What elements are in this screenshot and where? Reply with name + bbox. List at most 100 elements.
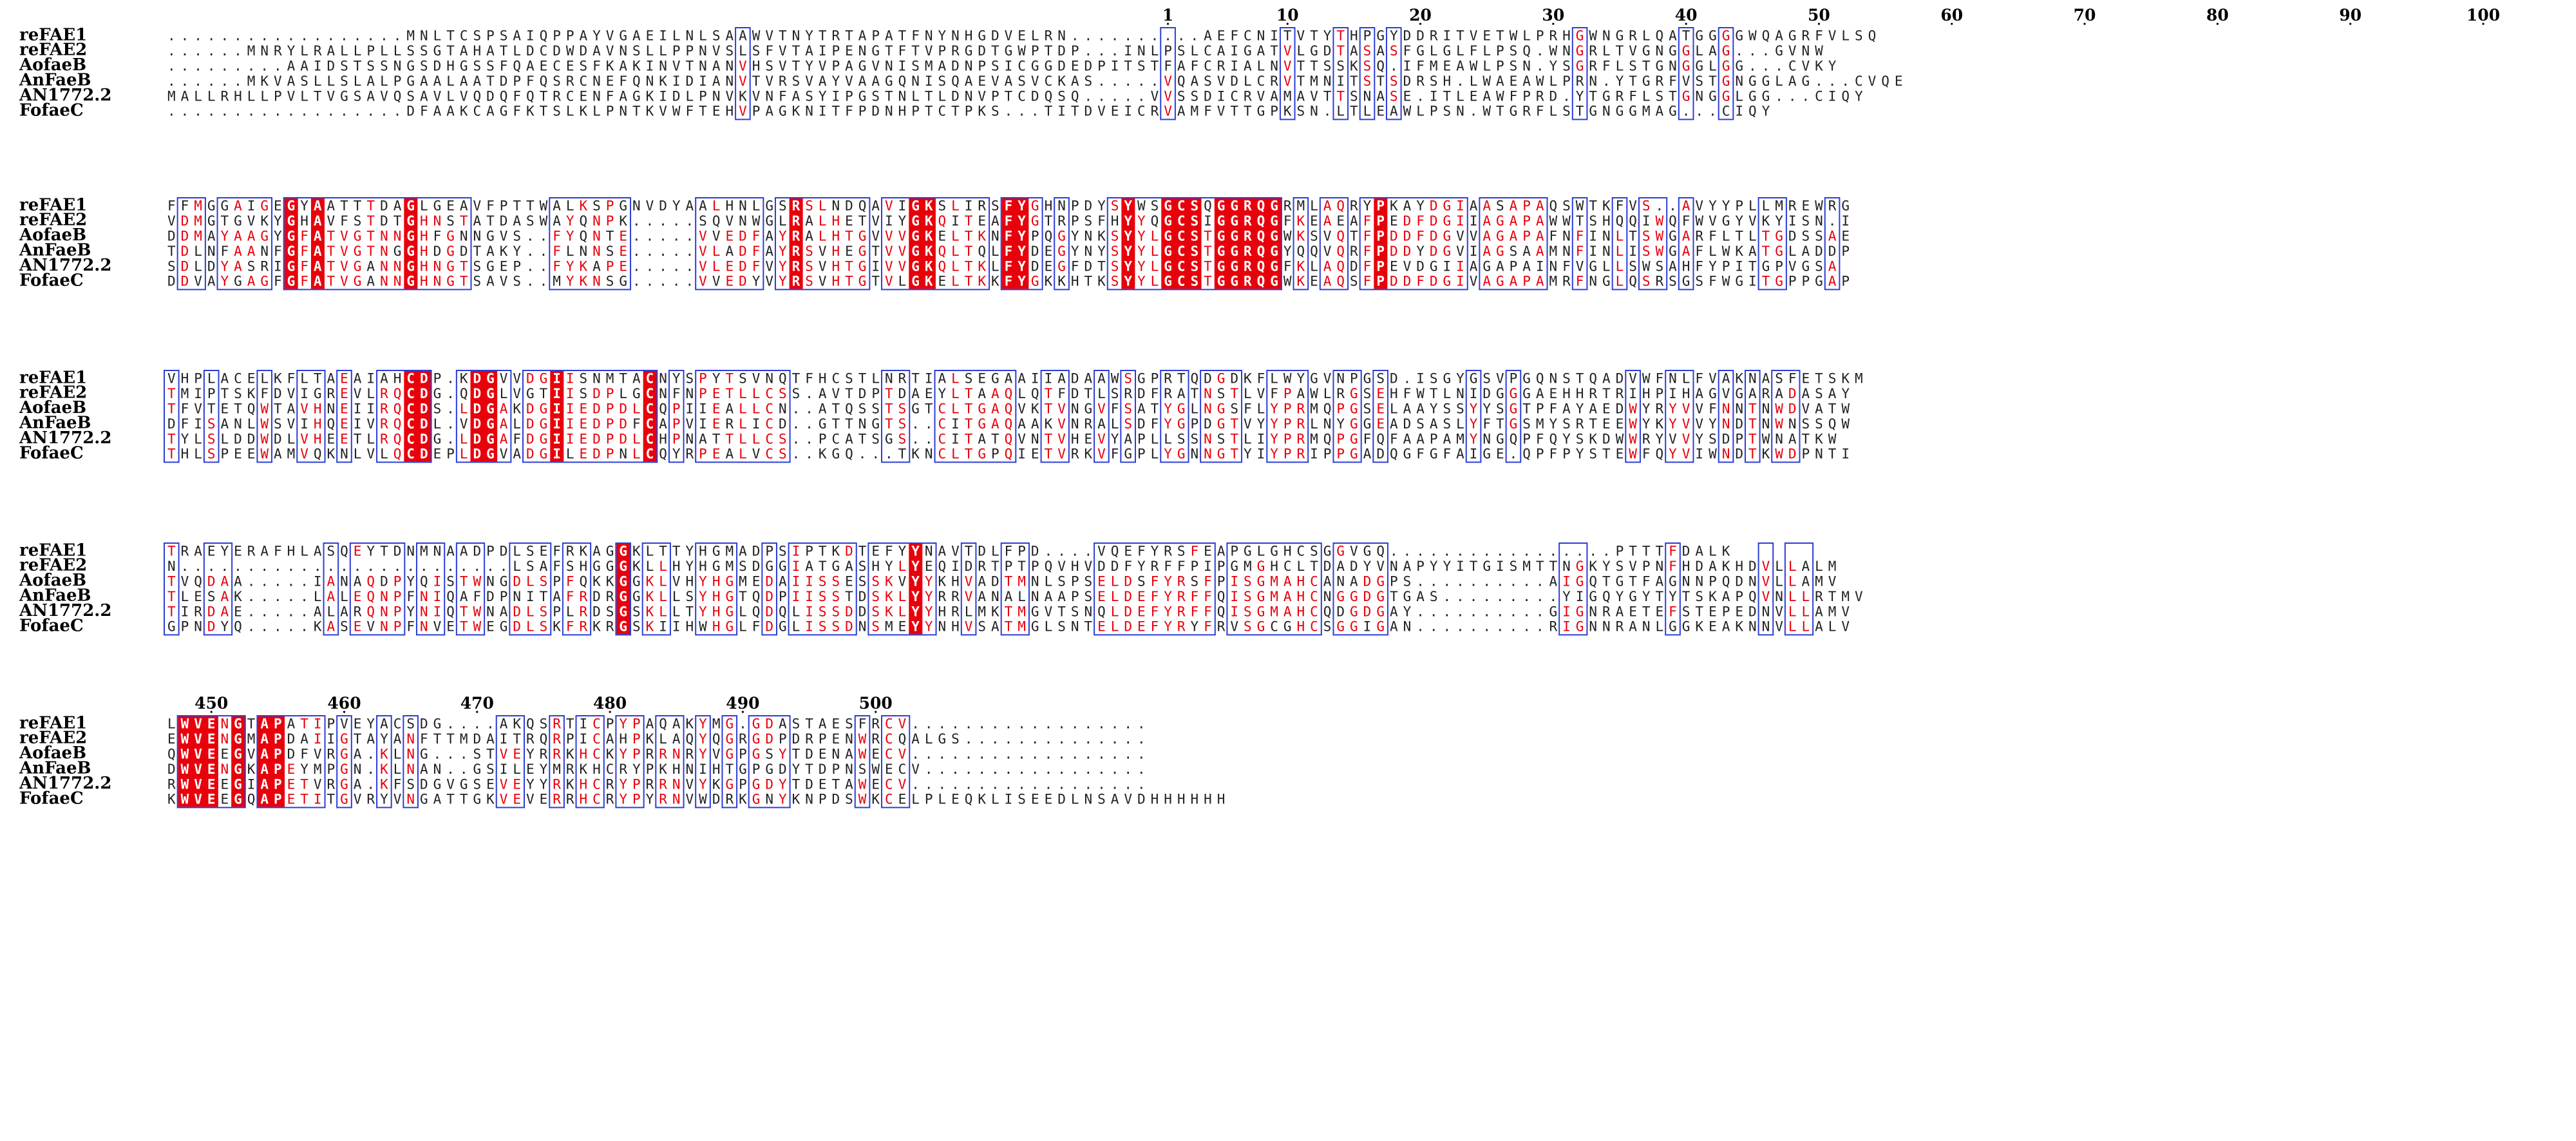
residue-char: G [1217,258,1226,274]
residue-char: I [566,401,574,417]
residue-char: N [686,386,694,401]
residue-char: P [819,731,827,747]
residue-char: I [194,416,202,432]
residue-char: F [1204,104,1212,119]
residue-char: G [406,229,415,244]
residue-char: Y [1164,604,1172,619]
residue-char: L [1111,574,1119,590]
residue-char: F [1602,59,1611,74]
residue-char: T [1084,386,1092,401]
residue-char: A [991,416,999,432]
residue-char: C [1722,104,1730,119]
residue-char: G [1350,416,1358,432]
residue-char: D [500,73,508,89]
residue-char: S [792,386,800,401]
residue-char: Q [1616,213,1624,229]
residue-char: R [951,604,960,619]
residue-char: L [951,198,960,214]
ruler-tick-dot [1817,23,1821,25]
residue-char: Y [898,544,907,559]
residue-char: A [1562,401,1571,417]
residue-char: P [513,258,521,274]
residue-char: A [327,371,336,387]
residue-char: S [1589,213,1597,229]
residue-char: D [526,43,535,59]
residue-char: T [354,198,362,214]
residue-char: D [380,574,388,590]
residue-char: S [380,59,388,74]
residue-char: L [991,258,999,274]
residue-char: S [1629,59,1637,74]
residue-char: A [646,716,654,732]
residue-char: G [486,446,495,462]
residue-char: K [1390,198,1398,214]
identity-column-highlight [1214,198,1228,289]
residue-char: . [978,731,986,747]
residue-char: N [486,574,495,590]
residue-char: E [1841,229,1850,244]
residue-char: K [792,792,800,807]
residue-char: R [686,747,694,762]
residue-char: S [1190,274,1198,289]
residue-char: C [1310,619,1318,635]
residue-char: L [659,559,667,574]
residue-char: H [234,88,242,104]
residue-char: I [1031,371,1039,387]
residue-char: P [274,731,282,747]
conservation-box [1625,370,1641,463]
conservation-box [1479,197,1548,291]
residue-char: . [805,386,813,401]
residue-char: T [327,258,336,274]
residue-char: . [393,559,402,574]
residue-char: P [274,792,282,807]
residue-char: A [1482,229,1491,244]
residue-char: W [752,213,761,229]
residue-char: G [1510,104,1518,119]
conservation-box [256,715,326,809]
residue-char: G [234,274,242,289]
residue-char: . [446,431,455,446]
residue-char: . [1510,574,1518,590]
residue-char: A [1762,371,1770,387]
residue-char: G [207,213,216,229]
residue-char: E [566,59,574,74]
residue-char: I [805,619,813,635]
residue-char: P [1336,431,1345,446]
residue-char: Q [1629,274,1637,289]
residue-char: A [380,716,388,732]
residue-char: N [194,619,202,635]
residue-char: T [486,213,495,229]
residue-char: G [1709,28,1717,44]
residue-char: S [1403,574,1412,590]
residue-char: L [566,104,574,119]
residue-char: G [234,792,242,807]
residue-char: S [1190,244,1198,259]
residue-char: L [632,431,641,446]
residue-char: K [580,258,588,274]
residue-char: S [965,371,973,387]
residue-char: . [221,43,229,59]
residue-char: K [247,386,256,401]
residue-char: C [1204,59,1212,74]
residue-char: S [1562,59,1571,74]
residue-char: N [592,213,601,229]
residue-char: Y [1735,213,1743,229]
residue-char: A [845,747,853,762]
residue-char: L [566,446,574,462]
residue-char: Q [1217,604,1226,619]
residue-char: F [1204,574,1212,590]
residue-char: H [1071,559,1079,574]
residue-char: N [1522,59,1531,74]
residue-char: V [500,747,508,762]
residue-char: D [1430,213,1438,229]
residue-char: N [885,104,893,119]
residue-char: S [526,544,535,559]
residue-char: A [1071,73,1079,89]
residue-char: G [433,431,442,446]
residue-char: . [221,59,229,74]
residue-char: G [1695,28,1703,44]
residue-char: Q [1005,416,1013,432]
residue-char: V [354,792,362,807]
residue-char: K [739,792,747,807]
residue-char: F [181,401,189,417]
